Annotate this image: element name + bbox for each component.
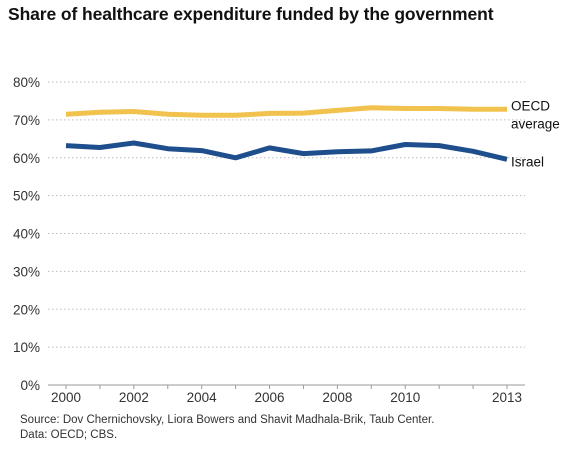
- series-label-israel: Israel: [511, 154, 544, 169]
- x-tick-label: 2006: [255, 390, 285, 405]
- y-tick-label: 20%: [13, 302, 40, 317]
- y-tick-label: 40%: [13, 227, 40, 242]
- gridlines: [48, 81, 525, 348]
- series-label-oecd-average: average: [511, 116, 560, 131]
- source-note: Source: Dov Chernichovsky, Liora Bowers …: [20, 414, 435, 426]
- chart-footer: Source: Dov Chernichovsky, Liora Bowers …: [20, 413, 434, 443]
- y-tick-label: 60%: [13, 151, 40, 166]
- x-tick-label: 2013: [492, 390, 522, 405]
- x-tick-label: 2008: [322, 390, 352, 405]
- chart-title: Share of healthcare expenditure funded b…: [8, 4, 494, 24]
- x-tick-label: 2002: [119, 390, 149, 405]
- x-axis: [48, 384, 525, 389]
- y-tick-label: 10%: [13, 340, 40, 355]
- y-tick-label: 50%: [13, 189, 40, 204]
- series-label-oecd-average: OECD: [511, 98, 550, 113]
- y-tick-label: 70%: [13, 113, 40, 128]
- x-tick-label: 2000: [51, 390, 81, 405]
- y-tick-label: 0%: [20, 378, 40, 393]
- y-axis-tick-labels: 0% 10% 20% 30% 40% 50% 60% 70% 80%: [13, 75, 40, 393]
- x-tick-label: 2010: [390, 390, 420, 405]
- x-tick-label: 2004: [187, 390, 218, 405]
- data-note: Data: OECD; CBS.: [20, 429, 118, 441]
- y-tick-label: 30%: [13, 264, 40, 279]
- x-axis-tick-labels: 2000 2002 2004 2006 2008 2010 2013: [51, 390, 522, 405]
- series-labels: OECD average Israel: [511, 98, 560, 169]
- series-lines: [65, 105, 508, 162]
- series-line-israel: [65, 140, 508, 162]
- y-tick-label: 80%: [13, 75, 40, 90]
- series-line-oecd-average: [65, 105, 507, 118]
